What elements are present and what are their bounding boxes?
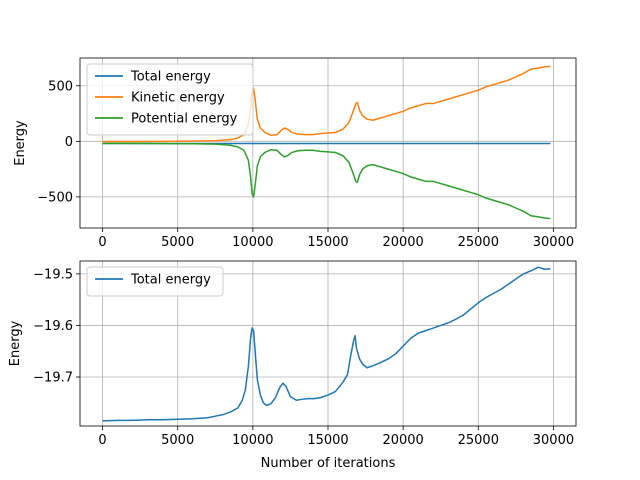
x-tick-label: 0 — [98, 433, 106, 448]
y-axis-label: Energy — [13, 120, 28, 166]
x-tick-label: 15000 — [307, 235, 348, 250]
bottom-panel: 0 5000 10000 15000 20000 25000 30000 −19.7 −19.6… — [8, 260, 577, 471]
legend-label: Potential energy — [131, 112, 238, 127]
x-tick-label: 10000 — [232, 433, 273, 448]
y-tick-label: −19.5 — [33, 267, 73, 282]
y-tick-label: 500 — [48, 79, 73, 94]
x-tick-label: 20000 — [382, 235, 423, 250]
x-tick-label: 15000 — [307, 433, 348, 448]
series-line-total-energy — [102, 266, 551, 422]
top-panel: 0 5000 10000 15000 20000 25000 30000 −500 0 500 En… — [13, 57, 577, 250]
y-tick-label: 0 — [65, 135, 73, 150]
x-tick-label: 0 — [98, 235, 106, 250]
y-axis-label: Energy — [8, 320, 23, 366]
y-tick-label: −500 — [37, 190, 73, 205]
x-tick-label: 20000 — [382, 433, 423, 448]
legend-label: Total energy — [130, 70, 211, 85]
x-tick-label: 5000 — [161, 433, 194, 448]
legend-box — [86, 266, 224, 297]
legend-label: Total energy — [130, 273, 211, 288]
x-tick-label: 30000 — [533, 433, 574, 448]
x-tick-label: 25000 — [458, 235, 499, 250]
x-tick-label: 25000 — [458, 433, 499, 448]
y-tick-label: −19.7 — [33, 371, 73, 386]
y-tick-label: −19.6 — [33, 319, 73, 334]
x-axis-label: Number of iterations — [261, 456, 396, 471]
x-tick-label: 5000 — [161, 235, 194, 250]
legend-label: Kinetic energy — [131, 91, 225, 106]
x-tick-label: 30000 — [533, 235, 574, 250]
legend-box — [86, 63, 254, 136]
x-tick-label: 10000 — [232, 235, 273, 250]
series-line-potential-energy — [102, 142, 551, 220]
